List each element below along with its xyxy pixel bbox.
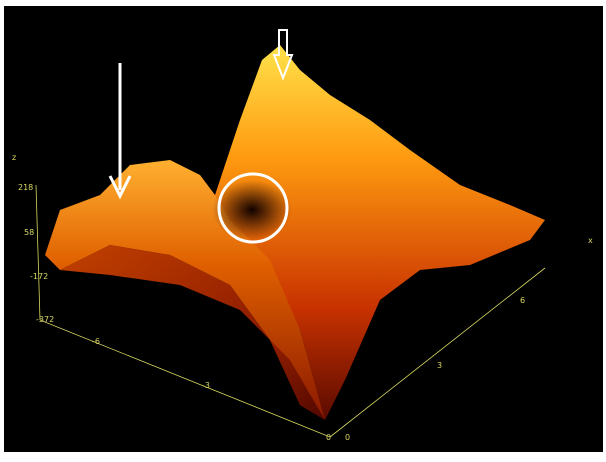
z-axis-label: z bbox=[12, 153, 16, 162]
front-tick-label: -6 bbox=[92, 337, 100, 346]
right-tick-label: 3 bbox=[437, 361, 442, 370]
right-tick-label: 0 bbox=[345, 433, 350, 442]
front-tick-label: 0 bbox=[326, 433, 331, 442]
z-tick-label: 218 bbox=[18, 183, 33, 192]
surface-plot: z 218 58 -172 -372 -6 -3 0 0 3 6 x bbox=[0, 0, 606, 458]
z-tick-label: -372 bbox=[36, 315, 54, 324]
front-tick-label: -3 bbox=[202, 381, 210, 390]
z-tick-label: -172 bbox=[30, 272, 48, 281]
z-tick-label: 58 bbox=[24, 228, 34, 237]
x-axis-label: x bbox=[588, 236, 593, 245]
right-tick-label: 6 bbox=[520, 296, 525, 305]
